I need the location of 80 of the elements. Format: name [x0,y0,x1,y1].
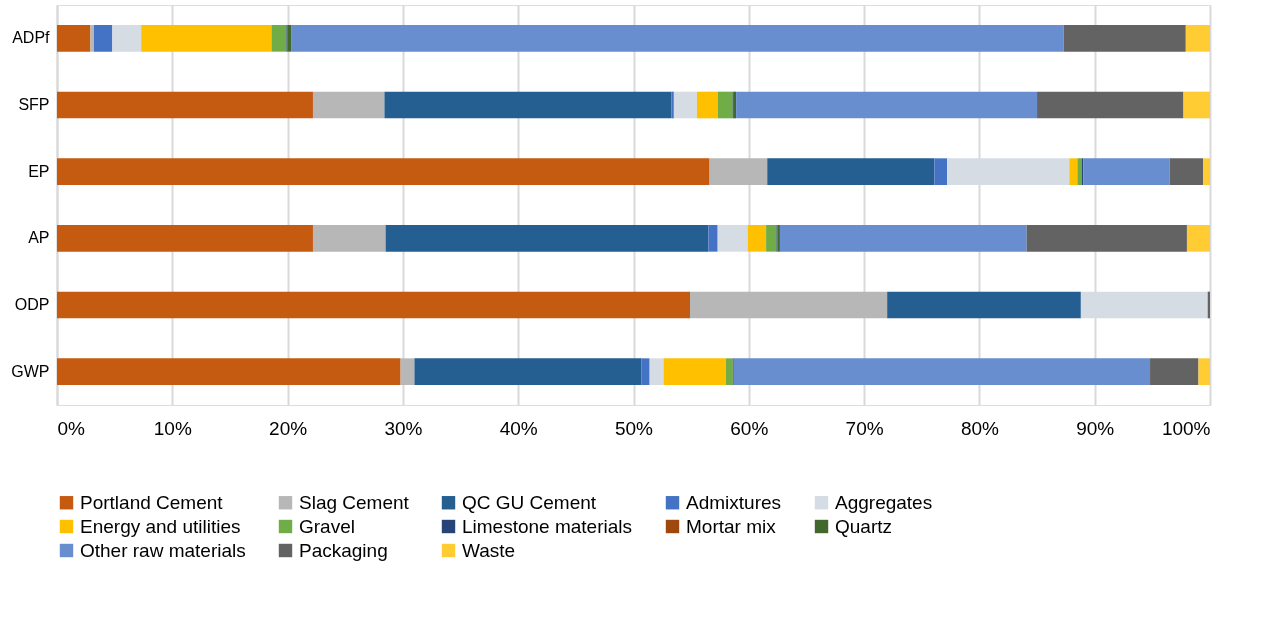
legend-label: Slag Cement [299,491,410,513]
bar [90,25,94,52]
bar [400,358,415,385]
y-tick-label: ODP [14,296,50,313]
bar [312,91,385,119]
legend-label: Other raw materials [80,539,246,561]
bar [673,91,697,119]
x-tick-label: 50% [614,417,654,439]
bar [725,358,733,385]
y-tick-label: EP [28,162,50,180]
y-tick-label: GWP [11,362,50,380]
bar [767,158,935,185]
bar [312,225,386,252]
x-tick-label: 20% [269,417,308,439]
bar [1063,25,1186,52]
bar [733,358,1151,385]
legend-label: QC GU Cement [462,491,597,513]
bar [1198,358,1210,385]
bar [1183,91,1210,119]
bar [747,225,767,252]
bar [57,358,401,385]
y-tick-label: SFP [18,96,50,113]
x-tick-label: 60% [730,417,769,439]
x-tick-label: 90% [1076,417,1115,439]
bar [112,25,142,52]
legend-label: Quartz [835,515,893,537]
bar [57,158,710,185]
x-tick-label: 10% [153,417,192,439]
bar [1069,158,1078,185]
y-tick-label: ADPf [12,29,51,47]
bar [887,291,1081,319]
bar [384,91,672,119]
bar [1026,225,1187,252]
bar [934,158,948,185]
bar [779,225,1027,252]
bar [93,25,113,52]
legend-label: Energy and utilities [80,515,241,537]
bar [1077,158,1083,185]
bar [1083,158,1170,185]
bar [708,225,718,252]
bar [766,225,777,252]
x-tick-label: 70% [845,417,884,439]
legend-label: Portland Cement [80,491,224,513]
bar [1037,91,1184,119]
legend-label: Waste [462,539,516,561]
legend-label: Limestone materials [462,515,633,537]
y-tick-label: AP [28,229,50,247]
bar [414,358,642,385]
bar [690,291,888,319]
bar [1169,158,1204,185]
x-tick-label: 80% [960,417,1000,439]
bar [271,25,287,52]
bar [385,225,709,252]
bar [696,91,718,119]
bar [736,91,1038,119]
bar [1150,358,1199,385]
bar [709,158,768,185]
bar [57,25,91,52]
bar [1186,225,1210,252]
bar [649,358,664,385]
legend-label: Mortar mix [686,515,777,537]
bar [663,358,726,385]
x-tick-label: 30% [384,417,423,439]
bar [1185,25,1210,52]
bar [57,225,313,252]
bar [717,91,733,119]
bar [57,91,313,119]
x-tick-label: 0% [57,417,86,439]
legend-label: Aggregates [835,491,933,513]
bar [1203,158,1210,185]
bar [641,358,650,385]
x-tick-label: 100% [1161,417,1211,439]
x-tick-label: 40% [499,417,538,439]
legend-label: Packaging [299,539,388,561]
bar [291,25,1064,52]
legend-label: Gravel [299,515,355,537]
bar [57,291,690,319]
legend-label: Admixtures [686,491,782,513]
bar [141,25,272,52]
bar [717,225,748,252]
